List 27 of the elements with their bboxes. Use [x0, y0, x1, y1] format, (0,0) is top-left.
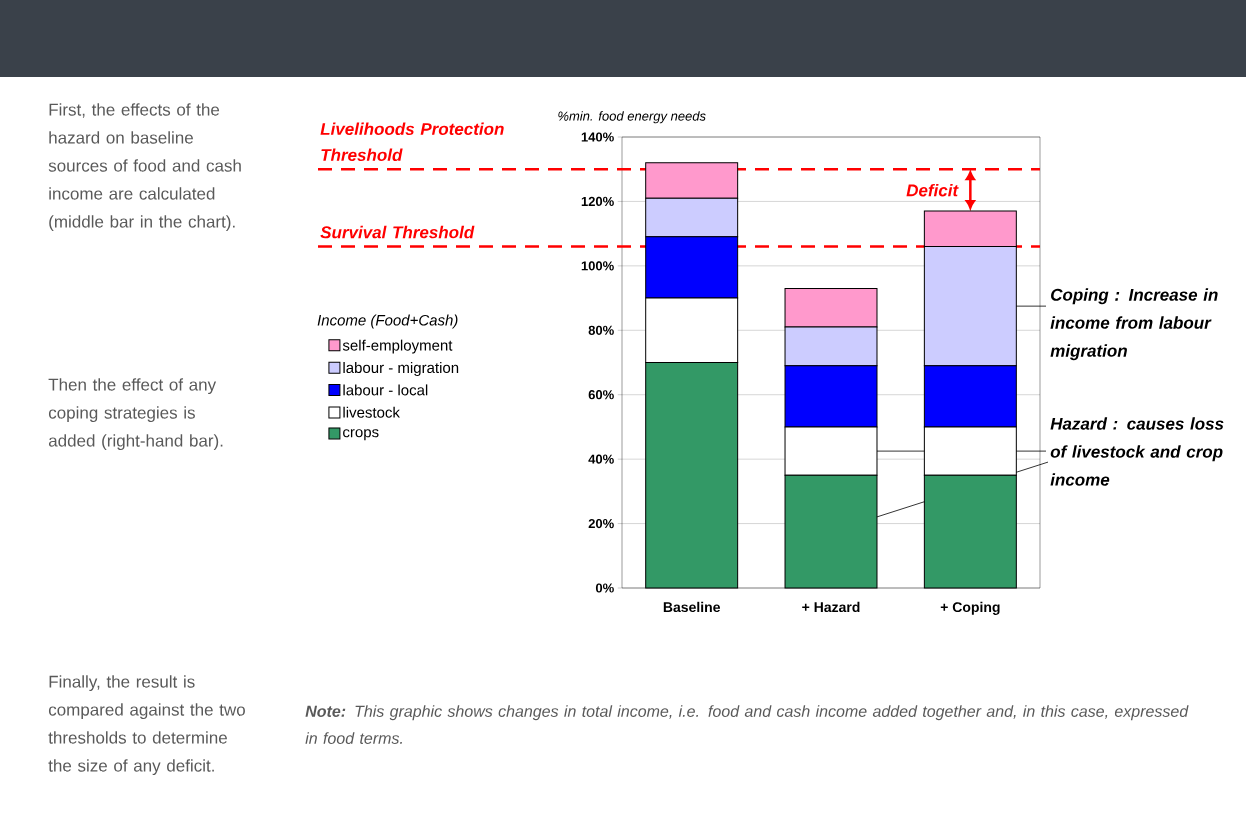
x-tick-label: + Coping — [940, 601, 1000, 615]
legend-label: labour - migration — [343, 362, 459, 376]
x-tick-label: Baseline — [663, 601, 720, 613]
y-tick-label: 100% — [581, 261, 614, 271]
ref-line-label: Livelihoods Protection Threshold — [320, 122, 504, 162]
legend-label: self-employment — [342, 339, 453, 354]
y-axis-title: %min. food energy needs — [558, 111, 706, 124]
legend-label: crops — [343, 429, 379, 441]
text: Hazard : causes loss of livestock and crop income — [1050, 417, 1224, 486]
y-tick-label: 120% — [581, 196, 614, 207]
y-tick-label: 80% — [588, 325, 614, 335]
text: Then the effect of any coping strategies is added (right-hand bar). — [48, 378, 223, 451]
text: Coping : Increase in income from labour migration — [1050, 288, 1218, 361]
text: Finally, the result is compared against the two thresholds to determine the size of any deficit. — [48, 675, 245, 776]
y-tick-label: 60% — [588, 390, 614, 400]
y-tick-label: 20% — [588, 518, 614, 529]
annotation: Deficit — [906, 183, 959, 197]
legend-label: livestock — [343, 406, 400, 418]
text: Note: This graphic shows changes in total income, i.e. food and cash income added together and, in this case, expressed in food terms. — [305, 705, 1189, 744]
legend-label: labour - local — [343, 384, 428, 396]
text: First, the effects of the hazard on baseline sources of food and cash income are calculated (middle bar in the chart). — [48, 103, 241, 232]
y-tick-label: 0% — [595, 583, 614, 593]
x-tick-label: + Hazard — [802, 601, 860, 613]
y-tick-label: 40% — [588, 454, 614, 464]
legend-title: Income (Food+Cash) — [317, 314, 458, 329]
ref-line-label: Survival Threshold — [320, 225, 475, 239]
y-tick-label: 140% — [581, 132, 614, 142]
